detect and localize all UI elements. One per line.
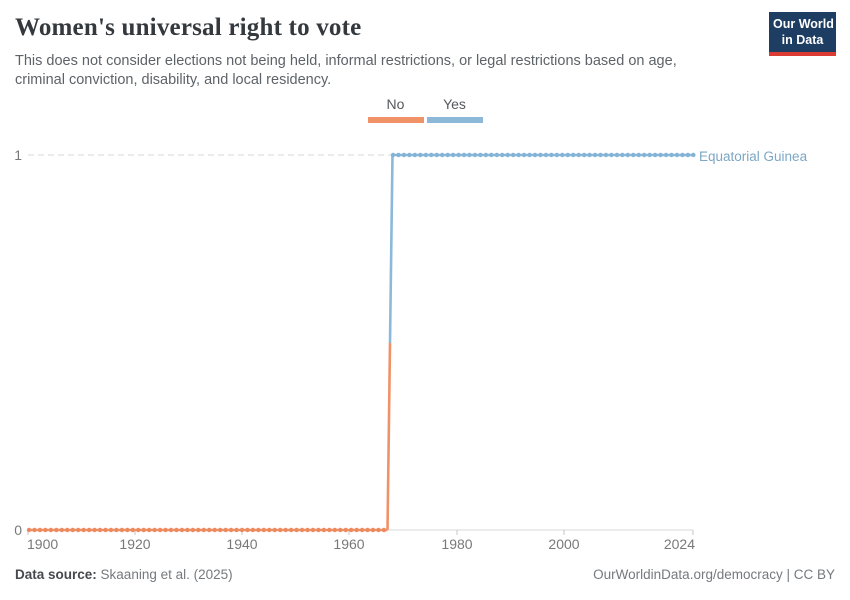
- y-tick-label-0: 0: [14, 522, 22, 538]
- chart-footer: Data source: Skaaning et al. (2025) OurW…: [15, 567, 835, 582]
- x-tick-label-1980: 1980: [441, 536, 473, 552]
- x-tick-label-1900: 1900: [27, 536, 59, 552]
- series-step-transition-upper[interactable]: [388, 154, 394, 344]
- owid-logo[interactable]: Our World in Data: [769, 12, 836, 57]
- legend-label-no: No: [386, 96, 405, 112]
- x-tick-label-2024: 2024: [663, 536, 695, 552]
- page-title: Women's universal right to vote: [15, 14, 362, 41]
- data-source-value: Skaaning et al. (2025): [100, 567, 233, 582]
- legend-item-no[interactable]: No: [367, 96, 424, 123]
- data-source-label: Data source:: [15, 567, 97, 582]
- owid-logo-line2: in Data: [781, 32, 824, 47]
- series-step-transition-lower[interactable]: [386, 342, 392, 531]
- legend-swatch-no: [367, 117, 424, 123]
- legend: No Yes: [0, 96, 850, 123]
- series-entity-label[interactable]: Equatorial Guinea: [699, 149, 808, 164]
- owid-url-license-link[interactable]: OurWorldinData.org/democracy | CC BY: [593, 567, 835, 582]
- x-tick-label-2000: 2000: [548, 536, 580, 552]
- x-tick-label-1920: 1920: [119, 536, 151, 552]
- chart-subtitle: This does not consider elections not bei…: [15, 53, 677, 89]
- y-tick-label-1: 1: [14, 147, 22, 163]
- legend-label-yes: Yes: [443, 96, 466, 112]
- legend-swatch-yes: [426, 117, 483, 123]
- x-tick-label-1940: 1940: [226, 536, 258, 552]
- legend-item-yes[interactable]: Yes: [426, 96, 483, 123]
- data-source: Data source: Skaaning et al. (2025): [15, 567, 233, 582]
- x-tick-label-1960: 1960: [333, 536, 365, 552]
- owid-logo-line1: Our World: [773, 17, 834, 31]
